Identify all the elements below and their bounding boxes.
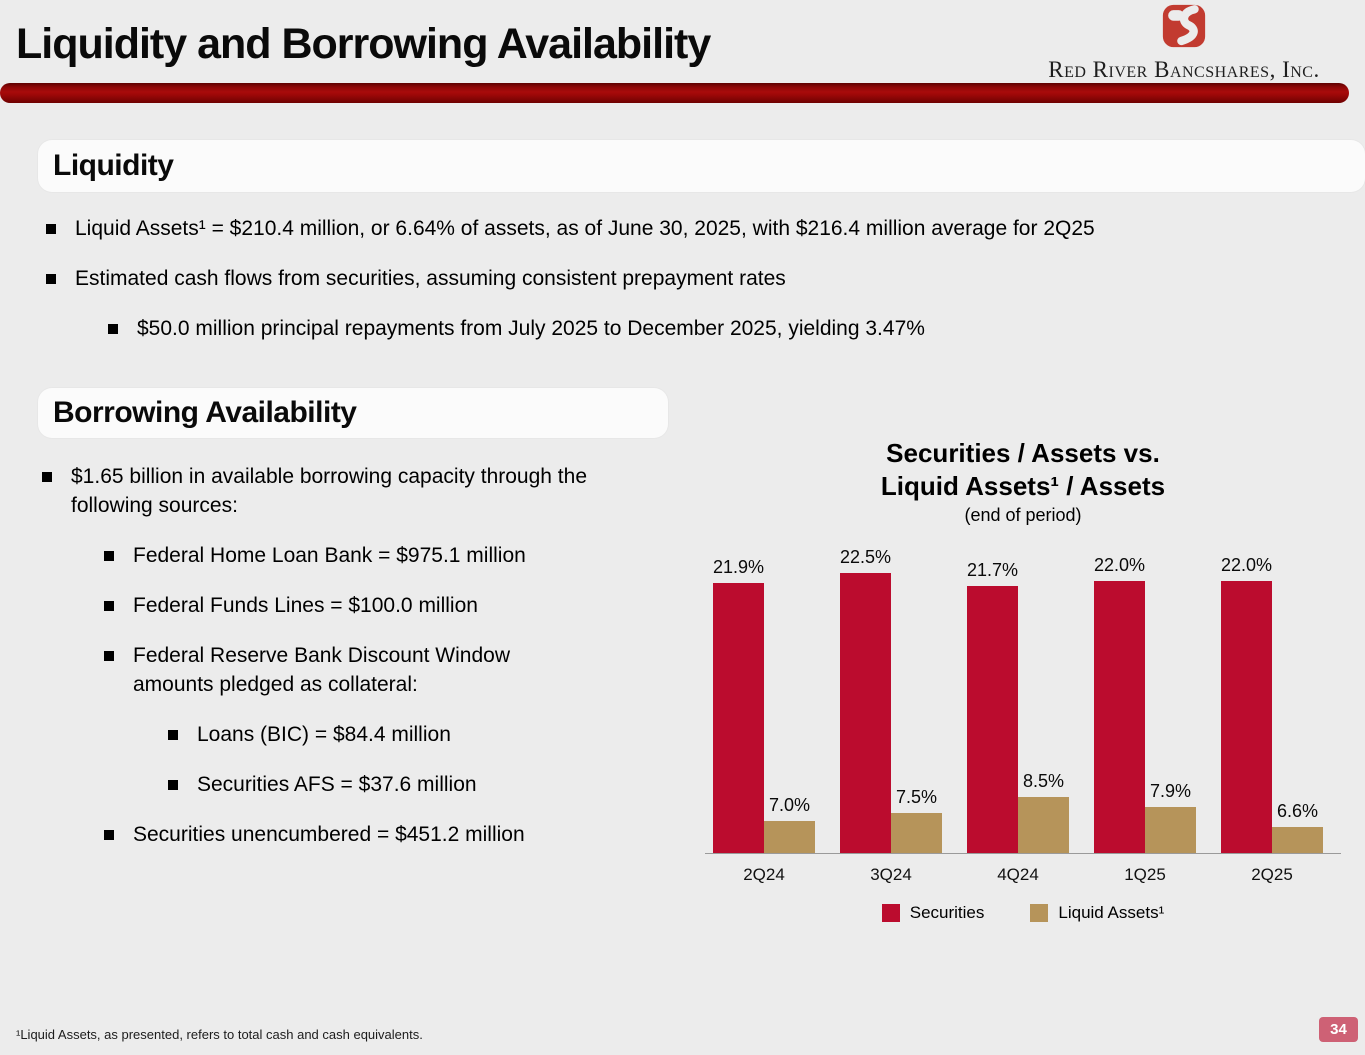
bullet-item: $1.65 billion in available borrowing cap… [42,462,667,520]
chart-legend: Securities Liquid Assets¹ [705,903,1341,923]
red-river-logo-icon [1161,4,1207,48]
bullet-text: Liquid Assets¹ = $210.4 million, or 6.64… [75,217,1095,240]
bar-value-label: 22.0% [1093,555,1146,575]
liquidity-bullet-list: Liquid Assets¹ = $210.4 million, or 6.64… [46,214,1346,364]
bullet-text: Federal Funds Lines = $100.0 million [133,594,478,617]
bullet-item: Securities AFS = $37.6 million [42,770,667,799]
bullet-item: Loans (BIC) = $84.4 million [42,720,667,749]
bullet-text: Securities AFS = $37.6 million [197,773,477,796]
legend-label: Securities [909,903,985,922]
bullet-text: Federal Home Loan Bank = $975.1 million [133,544,526,567]
chart-title: Securities / Assets vs. Liquid Assets¹ /… [705,437,1341,527]
bar-value-label: 21.9% [712,557,765,577]
page-title: Liquidity and Borrowing Availability [16,20,711,68]
legend-item: Liquid Assets¹ [1030,903,1164,923]
bullet-item: $50.0 million principal repayments from … [46,314,1346,343]
liquidity-section-header: Liquidity [38,140,1365,192]
bullet-text: $50.0 million principal repayments from … [137,317,925,340]
bar-value-label: 22.0% [1220,555,1273,575]
page-number-badge: 34 [1319,1017,1358,1042]
title-divider-bar [0,83,1349,103]
legend-item: Securities [881,903,985,923]
chart-plot: 21.9% 7.0% 2Q24 22.5% 7.5% 3Q24 21.7% 8.5% 4Q24 2… [705,547,1341,884]
bullet-text: Securities unencumbered = $451.2 million [133,823,525,846]
liquid-assets-bar-2Q24 [764,821,815,853]
bullet-square-icon [104,601,114,611]
x-axis-label: 3Q24 [870,865,912,884]
x-axis-label: 4Q24 [997,865,1039,884]
bullet-text: Loans (BIC) = $84.4 million [197,723,451,746]
bar-value-label: 22.5% [839,547,892,567]
bar-value-label: 8.5% [1022,771,1065,791]
liquid-assets-bar-4Q24 [1018,797,1069,853]
liquid-assets-bar-3Q24 [891,813,942,853]
bar-value-label: 21.7% [966,560,1019,580]
legend-swatch-icon [881,904,900,922]
bullet-square-icon [104,830,114,840]
bullet-item: Estimated cash flows from securities, as… [46,264,1346,293]
bullet-item: Securities unencumbered = $451.2 million [42,820,667,849]
borrowing-heading: Borrowing Availability [53,396,357,429]
company-logo: Red River Bancshares, Inc. [1009,4,1359,83]
legend-label: Liquid Assets¹ [1058,903,1165,922]
bullet-square-icon [168,730,178,740]
securities-bar-4Q24 [967,586,1018,853]
bullet-square-icon [104,651,114,661]
borrowing-section-header: Borrowing Availability [38,388,668,438]
chart-subtitle: (end of period) [964,505,1082,525]
securities-bar-3Q24 [840,573,891,853]
bullet-text: Estimated cash flows from securities, as… [75,267,786,290]
company-name: Red River Bancshares, Inc. [1048,57,1320,82]
x-axis-label: 1Q25 [1124,865,1166,884]
x-axis-label: 2Q24 [743,865,785,884]
bullet-square-icon [168,780,178,790]
bar-value-label: 7.0% [768,795,811,815]
securities-bar-1Q25 [1094,581,1145,853]
legend-swatch-icon [1030,904,1049,922]
bullet-square-icon [46,224,56,234]
bullet-item: Federal Home Loan Bank = $975.1 million [42,541,667,570]
securities-bar-2Q25 [1221,581,1272,853]
chart-title-line1: Securities / Assets vs. [886,438,1160,468]
bullet-text: $1.65 billion in available borrowing cap… [71,465,587,517]
x-axis-label: 2Q25 [1251,865,1293,884]
bullet-item: Federal Funds Lines = $100.0 million [42,591,667,620]
bar-value-label: 6.6% [1276,801,1319,821]
bullet-square-icon [108,324,118,334]
bullet-square-icon [42,472,52,482]
chart-title-line2: Liquid Assets¹ / Assets [880,471,1166,501]
footnote: ¹Liquid Assets, as presented, refers to … [16,1027,423,1042]
bar-value-label: 7.9% [1149,781,1192,801]
bullet-square-icon [104,551,114,561]
securities-bar-2Q24 [713,583,764,853]
bullet-text: Federal Reserve Bank Discount Window amo… [133,644,510,696]
borrowing-bullet-list: $1.65 billion in available borrowing cap… [42,462,667,870]
bullet-item: Federal Reserve Bank Discount Window amo… [42,641,667,699]
bullet-square-icon [46,274,56,284]
bullet-item: Liquid Assets¹ = $210.4 million, or 6.64… [46,214,1346,243]
liquid-assets-bar-1Q25 [1145,807,1196,853]
liquid-assets-bar-2Q25 [1272,827,1323,853]
bar-value-label: 7.5% [895,787,938,807]
liquidity-heading: Liquidity [53,149,174,182]
